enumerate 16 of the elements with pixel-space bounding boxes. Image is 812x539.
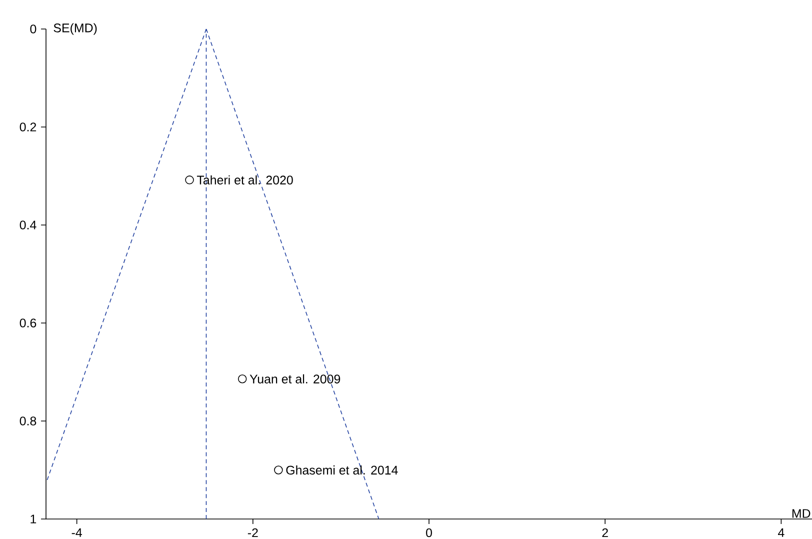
x-tick-label: 2 xyxy=(602,528,608,538)
y-tick-label: 0.6 xyxy=(20,318,36,328)
annotation: Ghasemi et al. 2014 xyxy=(286,465,398,475)
y-tick-label: 0.2 xyxy=(20,122,36,132)
x-axis-title: MD xyxy=(792,509,810,518)
y-tick-label: 0.4 xyxy=(20,220,36,230)
y-tick-label: 0 xyxy=(30,24,36,34)
y-tick-label: 0.8 xyxy=(20,416,36,426)
x-tick-label: 4 xyxy=(778,528,784,537)
y-tick-label: 1 xyxy=(30,514,36,524)
annotation: Yuan et al. 2009 xyxy=(250,374,340,384)
x-tick-label: 0 xyxy=(426,528,432,538)
x-tick-label: -2 xyxy=(248,528,258,538)
x-tick-label: -4 xyxy=(72,528,82,537)
annotation: Taheri et al. 2020 xyxy=(196,175,293,184)
y-axis-title: SE(MD) xyxy=(54,23,97,35)
